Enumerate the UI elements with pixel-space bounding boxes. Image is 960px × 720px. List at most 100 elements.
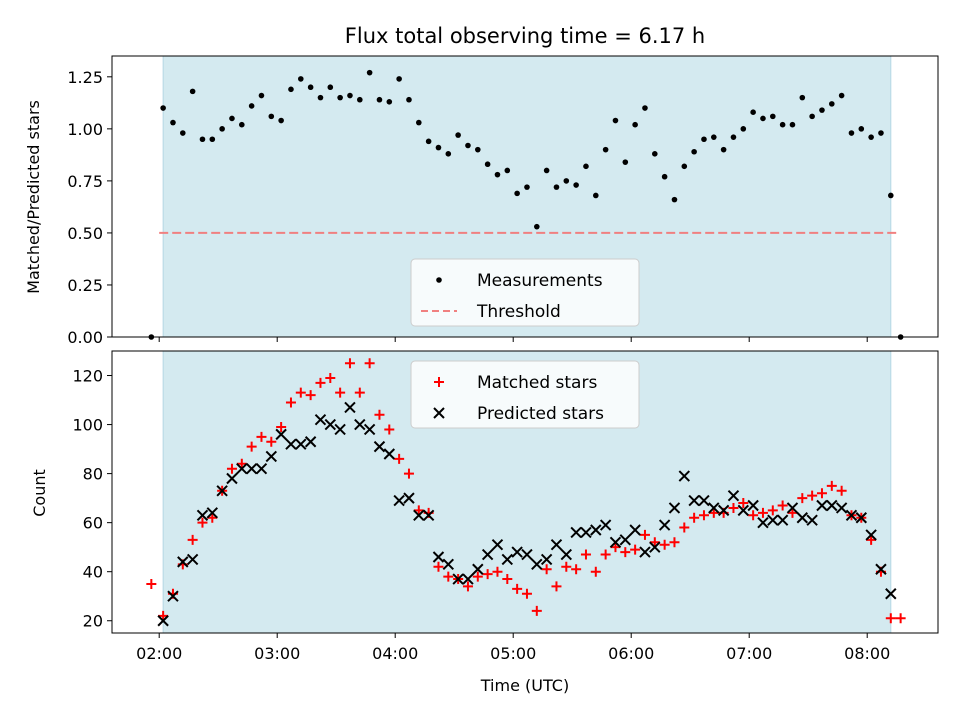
x-tick-label: 08:00 bbox=[844, 644, 890, 663]
predicted-star-marker bbox=[835, 502, 848, 514]
measurement-point bbox=[229, 115, 235, 122]
measurement-point bbox=[750, 109, 756, 115]
predicted-star-marker bbox=[334, 423, 346, 436]
predicted-star-marker bbox=[511, 546, 523, 558]
measurement-point bbox=[799, 94, 806, 101]
y-tick-label: 1.25 bbox=[67, 68, 103, 87]
predicted-star-marker bbox=[688, 494, 700, 507]
predicted-star-marker bbox=[737, 504, 750, 517]
matched-star-marker bbox=[325, 372, 336, 383]
matched-star-marker bbox=[482, 569, 493, 580]
predicted-star-marker bbox=[167, 590, 179, 602]
matched-star-marker bbox=[630, 544, 641, 555]
predicted-star-marker bbox=[708, 502, 720, 514]
measurement-point bbox=[258, 92, 265, 99]
legend: Measurements Threshold bbox=[410, 258, 640, 327]
measurement-point bbox=[534, 223, 540, 230]
measurement-point bbox=[347, 92, 353, 99]
predicted-star-marker bbox=[521, 548, 533, 561]
matched-star-marker bbox=[698, 510, 709, 521]
measurement-point bbox=[848, 130, 855, 136]
predicted-star-marker bbox=[727, 489, 740, 502]
predicted-star-marker bbox=[216, 485, 228, 497]
legend-box bbox=[410, 360, 640, 429]
predicted-star-marker bbox=[314, 413, 327, 426]
y-tick-label: 0.75 bbox=[67, 172, 103, 191]
measurement-point bbox=[681, 163, 688, 170]
predicted-star-marker bbox=[599, 519, 612, 531]
predicted-star-marker bbox=[442, 558, 455, 571]
matched-star-marker bbox=[187, 534, 198, 545]
legend-label: Measurements bbox=[477, 271, 603, 291]
measurement-point bbox=[779, 121, 786, 128]
x-tick-label: 02:00 bbox=[136, 644, 182, 663]
matched-star-marker bbox=[679, 522, 690, 533]
matched-star-marker bbox=[433, 561, 444, 572]
measurement-point bbox=[760, 115, 766, 122]
legend-box bbox=[410, 258, 640, 327]
predicted-star-marker bbox=[678, 470, 691, 482]
legend-marker bbox=[436, 277, 442, 283]
predicted-star-marker bbox=[629, 524, 641, 536]
measurement-point bbox=[357, 96, 363, 103]
predicted-star-marker bbox=[776, 514, 789, 526]
measurement-point bbox=[239, 121, 245, 128]
matched-star-marker bbox=[649, 537, 660, 548]
measurement-point bbox=[337, 94, 343, 101]
predicted-star-marker bbox=[885, 588, 897, 600]
matched-star-marker bbox=[689, 512, 700, 523]
matched-star-marker bbox=[787, 507, 798, 518]
matched-star-marker bbox=[472, 571, 483, 582]
x-axis-label: Time (UTC) bbox=[480, 676, 569, 695]
predicted-star-marker bbox=[472, 563, 484, 575]
measurement-point bbox=[701, 136, 707, 143]
measurement-point bbox=[209, 136, 216, 143]
measurement-point bbox=[189, 88, 196, 95]
matched-star-marker bbox=[146, 578, 157, 589]
matched-star-marker bbox=[256, 431, 267, 442]
measurement-point bbox=[504, 167, 511, 174]
matched-star-marker bbox=[207, 512, 218, 523]
matched-star-marker bbox=[561, 561, 572, 572]
y-tick-label: 120 bbox=[72, 367, 103, 386]
predicted-star-marker bbox=[855, 512, 868, 524]
matched-star-marker bbox=[374, 409, 385, 420]
measurement-point bbox=[494, 171, 501, 178]
measurement-point bbox=[416, 119, 422, 126]
predicted-star-marker bbox=[265, 450, 278, 463]
axes-frame bbox=[111, 350, 939, 634]
x-tick-label: 07:00 bbox=[726, 644, 772, 663]
predicted-star-marker bbox=[796, 512, 809, 524]
matched-star-marker bbox=[344, 358, 355, 369]
predicted-star-marker bbox=[865, 529, 877, 541]
predicted-star-marker bbox=[658, 519, 671, 531]
y-axis-label-count: Count bbox=[30, 469, 49, 517]
measurement-point bbox=[425, 138, 432, 145]
predicted-star-marker bbox=[363, 423, 376, 436]
series-measurements bbox=[148, 69, 904, 340]
measurement-point bbox=[268, 113, 275, 120]
predicted-star-marker bbox=[285, 438, 297, 450]
predicted-star-marker bbox=[747, 499, 759, 512]
predicted-star-marker bbox=[304, 436, 317, 448]
predicted-star-marker bbox=[295, 438, 307, 450]
matched-star-marker bbox=[757, 507, 768, 518]
measurement-point bbox=[858, 126, 865, 132]
y-tick-label: 0.00 bbox=[67, 328, 103, 347]
measurement-point bbox=[366, 69, 373, 76]
measurement-point bbox=[160, 105, 166, 111]
matched-star-marker bbox=[885, 613, 896, 624]
matched-star-marker bbox=[816, 488, 827, 499]
matched-star-marker bbox=[246, 441, 257, 452]
matched-star-marker bbox=[590, 566, 601, 577]
predicted-star-marker bbox=[275, 428, 287, 441]
predicted-star-marker bbox=[757, 516, 769, 529]
measurement-point bbox=[720, 146, 727, 153]
measurement-point bbox=[435, 144, 442, 151]
legend-marker bbox=[434, 377, 444, 387]
matched-star-marker bbox=[767, 505, 778, 516]
y-tick-label: 20 bbox=[83, 612, 103, 631]
matched-star-marker bbox=[158, 610, 169, 621]
top-panel: 0.00 0.25 0.50 0.75 1.00 1.25 Measurements Thre… bbox=[67, 55, 939, 347]
matched-star-marker bbox=[826, 480, 837, 491]
